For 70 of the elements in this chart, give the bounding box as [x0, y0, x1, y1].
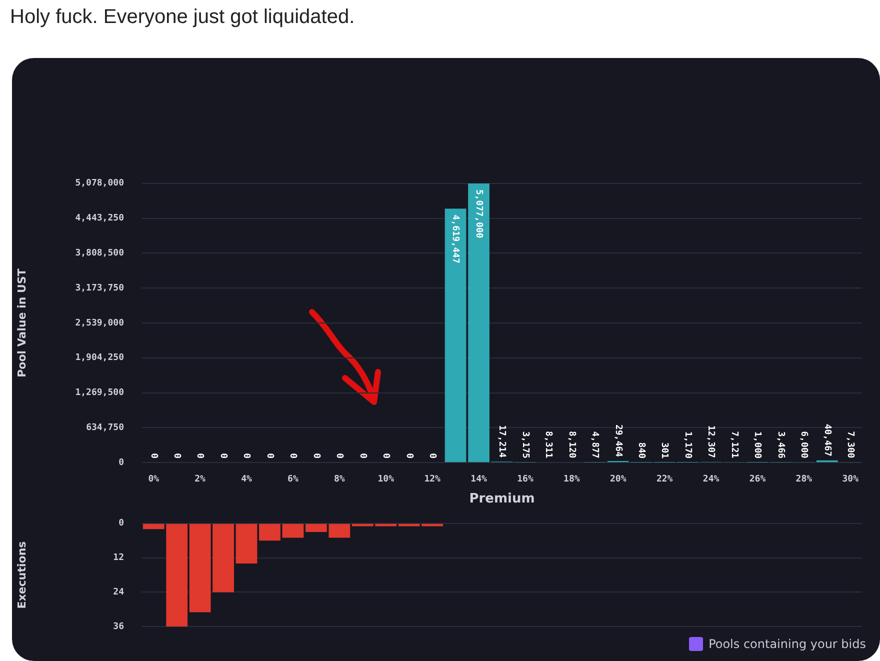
bar [282, 524, 304, 538]
data-label: 29,464 [612, 424, 623, 458]
data-label: 1,000 [752, 431, 762, 459]
bar [468, 183, 490, 462]
x-tick-label: 2% [194, 474, 206, 484]
y-tick-label: 0 [118, 458, 124, 468]
y-tick-label: 3,808,500 [75, 248, 124, 259]
data-label: 17,214 [496, 425, 507, 458]
data-label: 0 [310, 453, 321, 459]
data-label: 3,175 [520, 431, 530, 458]
y-tick-label: 0 [118, 518, 124, 529]
data-label: 840 [636, 442, 646, 459]
x-tick-label: 30% [842, 474, 860, 484]
data-label: 0 [171, 453, 182, 459]
chart-title: Holy fuck. Everyone just got liquidated. [10, 6, 355, 29]
data-label: 7,121 [728, 431, 739, 458]
x-tick-label: 4% [241, 474, 253, 484]
x-tick-label: 16% [517, 474, 534, 484]
x-tick-label: 28% [796, 474, 813, 484]
data-label: 0 [426, 453, 437, 459]
bar [259, 524, 280, 541]
y-axis-title: Pool Value in UST [15, 268, 28, 378]
data-label: 8,311 [543, 431, 554, 458]
data-label: 7,300 [845, 431, 856, 458]
data-label: 0 [357, 453, 368, 459]
data-label: 1,170 [682, 431, 692, 459]
x-tick-label: 22% [656, 474, 674, 484]
x-tick-label: 6% [288, 474, 299, 484]
bar [236, 524, 258, 564]
data-label: 0 [288, 453, 298, 459]
data-label: 0 [380, 453, 391, 459]
data-label: 12,307 [706, 425, 716, 458]
x-tick-label: 0% [148, 474, 160, 484]
y-axis-title: Executions [15, 540, 28, 609]
data-label: 301 [659, 442, 670, 459]
data-label: 8,120 [566, 431, 576, 458]
x-tick-label: 20% [610, 474, 627, 484]
bar [444, 208, 466, 462]
x-tick-label: 18% [564, 474, 580, 484]
y-tick-label: 634,750 [86, 423, 124, 434]
y-tick-label: 2,539,000 [75, 318, 124, 328]
x-tick-label: 8% [334, 474, 346, 484]
data-label: 40,467 [822, 424, 832, 456]
text: Pools containing your bids [708, 637, 866, 651]
y-tick-label: 12 [113, 553, 124, 564]
x-tick-label: 14% [470, 474, 488, 484]
y-tick-label: 4,443,250 [75, 214, 124, 224]
data-label: 4,619,447 [450, 214, 460, 264]
data-label: 0 [194, 453, 205, 459]
data-label: 0 [334, 453, 344, 459]
y-tick-label: 1,904,250 [75, 353, 124, 364]
data-label: 3,466 [775, 431, 786, 458]
x-tick-label: 26% [749, 474, 766, 484]
data-label: 0 [404, 453, 414, 459]
data-label: 0 [264, 453, 274, 459]
y-tick-label: 24 [113, 588, 125, 598]
x-tick-label: 10% [378, 474, 395, 484]
data-label: 0 [241, 453, 252, 459]
y-tick-label: 5,078,000 [75, 178, 124, 189]
data-label: 0 [148, 453, 158, 459]
y-tick-label: 3,173,750 [75, 283, 124, 294]
y-tick-label: 36 [113, 622, 124, 632]
data-label: 6,000 [798, 431, 809, 458]
x-tick-label: 24% [702, 474, 720, 484]
x-tick-label: 12% [424, 474, 442, 484]
data-label: 5,077,000 [473, 189, 484, 238]
data-label: 0 [218, 453, 228, 459]
x-axis-title: Premium [469, 492, 535, 507]
y-tick-label: 1,269,500 [75, 388, 124, 398]
data-label: 4,877 [590, 431, 600, 458]
